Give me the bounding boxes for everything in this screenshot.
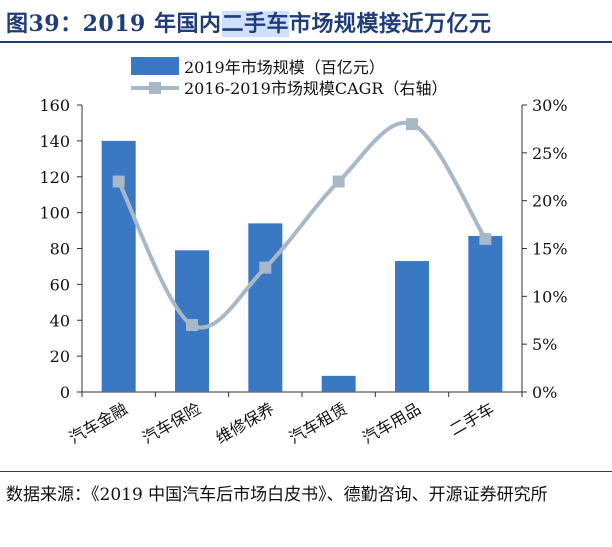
right-tick-label: 0% (532, 383, 557, 402)
legend-line-marker (149, 82, 161, 94)
right-tick-label: 20% (532, 192, 568, 211)
right-tick-label: 5% (532, 335, 557, 354)
x-category-label: 维修保养 (212, 399, 277, 447)
figure-title-highlight: 二手车 (221, 11, 290, 37)
cagr-line (112, 118, 492, 332)
left-tick-label: 120 (39, 168, 70, 187)
cagr-point (259, 261, 272, 274)
figure-title-suffix: 市场规模接近万亿元 (289, 11, 492, 37)
market-size-bar (248, 223, 283, 392)
left-tick-label: 80 (50, 240, 70, 259)
market-size-chart: 2019年市场规模（百亿元） 2016-2019市场规模CAGR（右轴） 0 20 4… (39, 57, 568, 447)
cagr-point (479, 232, 492, 245)
figure-title: 图39：2019 年国内二手车市场规模接近万亿元 (6, 6, 492, 38)
right-tick-label: 25% (532, 144, 568, 163)
right-tick-label: 10% (532, 287, 568, 306)
cagr-point (186, 319, 198, 332)
x-category-label: 汽车金融 (66, 399, 131, 447)
cagr-point (332, 175, 345, 188)
left-tick-label: 40 (50, 311, 70, 330)
left-tick-label: 100 (39, 204, 70, 223)
market-size-bar (321, 375, 356, 392)
cagr-point (112, 175, 125, 188)
cagr-point (406, 118, 418, 131)
title-rule (0, 41, 612, 43)
left-tick-label: 140 (39, 132, 70, 151)
legend-bar-label: 2019年市场规模（百亿元） (184, 58, 385, 77)
source-rule (0, 471, 612, 472)
x-category-label: 汽车保险 (139, 399, 204, 447)
x-category-label: 二手车 (446, 399, 497, 439)
figure-title-prefix: 图39：2019 年国内 (6, 11, 222, 37)
bars (101, 140, 503, 392)
left-tick-label: 160 (39, 96, 70, 115)
left-tick-label: 60 (50, 275, 70, 294)
x-category-label: 汽车租赁 (286, 399, 351, 447)
market-size-bar (395, 261, 429, 392)
right-tick-label: 30% (532, 96, 568, 115)
market-size-bar (468, 235, 503, 392)
x-category-label: 汽车用品 (359, 399, 424, 447)
legend: 2019年市场规模（百亿元） 2016-2019市场规模CAGR（右轴） (131, 57, 447, 98)
legend-line-label: 2016-2019市场规模CAGR（右轴） (184, 79, 447, 98)
source-note: 数据来源：《2019 中国汽车后市场白皮书》、德勤咨询、开源证券研究所 (6, 485, 548, 505)
legend-bar-swatch (131, 57, 179, 75)
axes (77, 104, 527, 397)
left-tick-label: 20 (50, 347, 70, 366)
right-tick-label: 15% (532, 240, 568, 259)
cagr-series-line (116, 120, 488, 330)
left-tick-label: 0 (60, 383, 70, 402)
